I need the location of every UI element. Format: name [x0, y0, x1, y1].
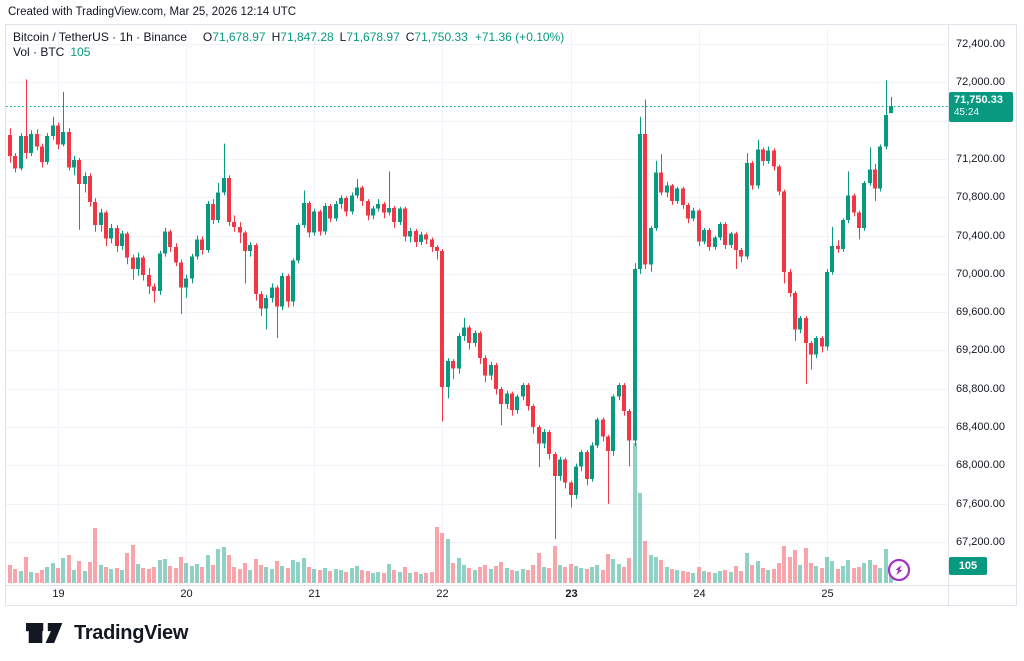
price-axis-label: 71,200.00: [956, 153, 1005, 165]
change-value: +71.36 (+0.10%): [474, 30, 565, 44]
price-scale-separator: [948, 24, 949, 606]
ohlc-value: 71,678.97: [346, 30, 400, 44]
time-axis-label: 19: [52, 588, 65, 600]
attribution-text: Created with TradingView.com, Mar 25, 20…: [8, 6, 297, 18]
price-axis-label: 70,400.00: [956, 230, 1005, 242]
logo-text: TradingView: [74, 621, 189, 644]
time-axis-label: 22: [436, 588, 449, 600]
price-axis-label: 70,000.00: [956, 268, 1005, 280]
time-axis-label: 25: [821, 588, 834, 600]
volume-indicator-value: 105: [70, 45, 91, 59]
last-price-value: 71,750.33: [954, 93, 1003, 106]
bar-countdown: 45:24: [954, 106, 980, 118]
time-axis-label: 21: [308, 588, 321, 600]
price-axis-label: 72,000.00: [956, 76, 1005, 88]
attribution-banner: Created with TradingView.com, Mar 25, 20…: [8, 6, 296, 18]
price-axis-label: 67,200.00: [956, 536, 1005, 548]
ohlc-value: 71,678.97: [212, 30, 266, 44]
symbol-title: Bitcoin / TetherUS · 1h · Binance: [13, 30, 187, 44]
price-axis-label: 68,400.00: [956, 421, 1005, 433]
time-axis-label: 20: [180, 588, 193, 600]
ohlc-label: L: [339, 30, 347, 44]
tradingview-logo[interactable]: TradingView: [26, 620, 188, 646]
volume-indicator-label: Vol · BTC: [13, 45, 65, 59]
price-axis-label: 68,000.00: [956, 459, 1005, 471]
volume-badge: 105: [949, 557, 987, 575]
price-axis-label: 68,800.00: [956, 383, 1005, 395]
chart-legend: Bitcoin / TetherUS · 1h · Binance O71,678…: [13, 30, 564, 60]
price-axis-label: 67,600.00: [956, 498, 1005, 510]
price-axis-label: 69,600.00: [956, 306, 1005, 318]
price-axis-label: 72,400.00: [956, 38, 1005, 50]
lightning-icon[interactable]: [884, 555, 914, 585]
time-scale-separator: [5, 585, 1017, 586]
ohlc-value: 71,847.28: [280, 30, 334, 44]
price-axis-label: 69,200.00: [956, 344, 1005, 356]
last-price-badge: 71,750.33 45:24: [949, 91, 1013, 122]
chart-widget-border: [5, 24, 1017, 606]
ohlc-label: O: [202, 30, 213, 44]
ohlc-label: C: [405, 30, 415, 44]
tradingview-logo-icon: [26, 623, 63, 643]
time-axis-label: 24: [693, 588, 706, 600]
time-axis-label: 23: [565, 588, 578, 600]
ohlc-label: H: [271, 30, 281, 44]
ohlc-value: 71,750.33: [414, 30, 468, 44]
price-axis-label: 70,800.00: [956, 191, 1005, 203]
